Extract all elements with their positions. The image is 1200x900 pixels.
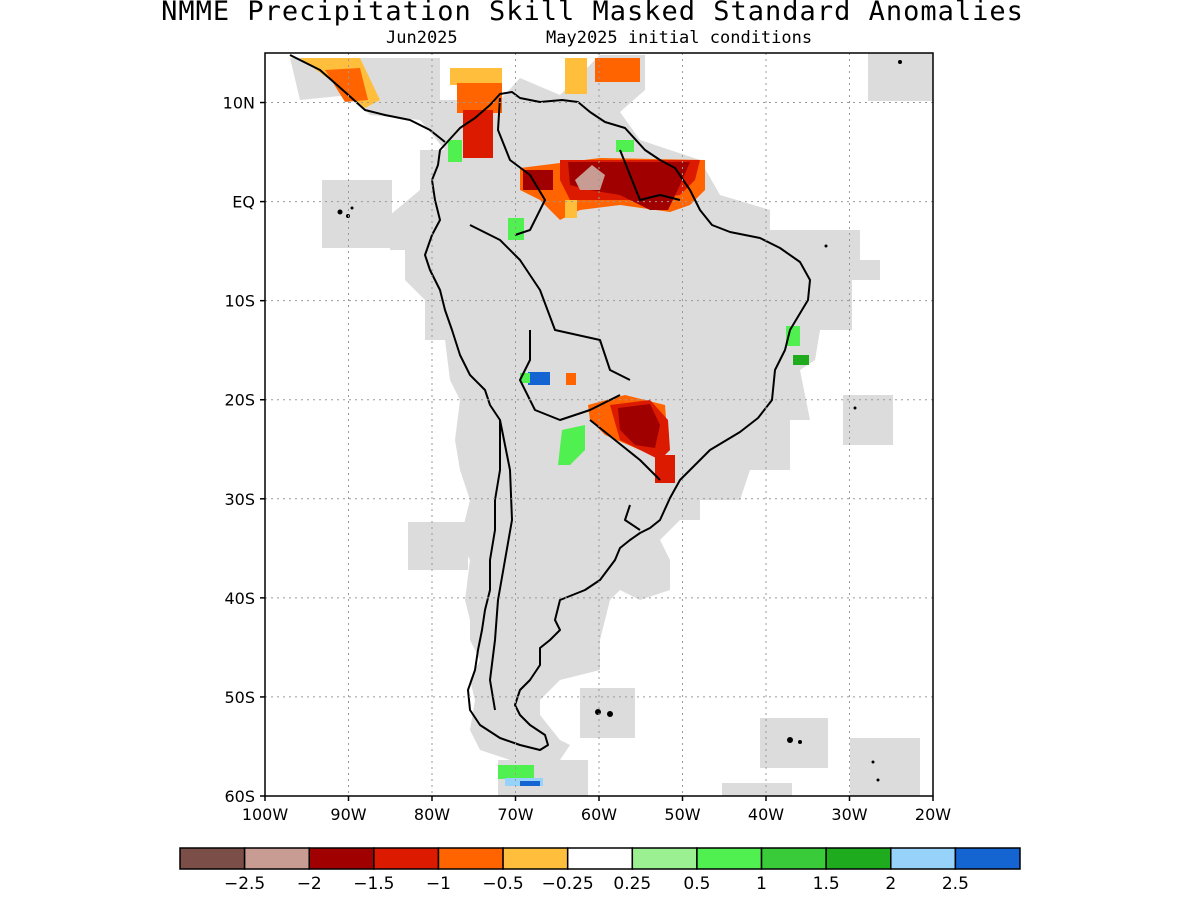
- axis-ticks: [260, 101, 934, 801]
- colorbar-label: 0.5: [683, 874, 710, 894]
- anomaly-drake-green: [498, 765, 534, 779]
- border-colombia-venezuela: [497, 97, 546, 236]
- border-rio-de-la-plata: [624, 504, 641, 531]
- border-bolivia: [519, 330, 621, 421]
- anomaly-caribbean-light: [450, 68, 502, 85]
- border-chile-argentina: [489, 419, 513, 711]
- central-america: [289, 54, 446, 143]
- colorbar-label: −1.5: [353, 874, 394, 894]
- anomaly-bolivia-blue: [528, 372, 550, 385]
- colorbar-label: −2.5: [224, 874, 265, 894]
- lon-tick-label: 80W: [414, 805, 450, 824]
- anomaly-venezuela-pink: [575, 165, 605, 190]
- colorbar-swatch: [760, 847, 827, 870]
- colorbar-swatch: [631, 847, 698, 870]
- colorbar-label: 2: [885, 874, 896, 894]
- lat-tick-label: 40S: [224, 589, 255, 608]
- colorbar-label: 0.25: [613, 874, 651, 894]
- anomaly-drake-blue: [520, 781, 540, 786]
- mask-south-pacific: [408, 522, 468, 570]
- colorbar-swatch: [502, 847, 569, 870]
- border-peru-brazil: [469, 224, 631, 381]
- colorbar-swatch: [437, 847, 504, 870]
- lon-tick-label: 100W: [242, 805, 289, 824]
- graticule: [265, 53, 933, 796]
- anomaly-argentina-green: [558, 425, 585, 465]
- anomaly-bolivia-green: [520, 373, 530, 383]
- lat-tick-label: 60S: [224, 787, 255, 806]
- anomaly-bolivia-orange: [566, 373, 576, 385]
- anomaly-paraguay-darkred: [618, 404, 660, 448]
- lon-tick-label: 20W: [915, 805, 951, 824]
- lon-tick-label: 90W: [330, 805, 366, 824]
- anomaly-band-tail: [565, 200, 577, 218]
- lat-tick-label: 20S: [224, 391, 255, 410]
- colorbar-swatch: [566, 847, 634, 870]
- mask-continent: [290, 55, 880, 760]
- colorbar-swatch: [825, 847, 892, 870]
- anomaly-colombia-green: [448, 140, 462, 162]
- lon-tick-label: 30W: [831, 805, 867, 824]
- colorbar-swatch: [954, 847, 1021, 870]
- anomaly-central-america-orange: [325, 68, 368, 102]
- lon-tick-label: 40W: [748, 805, 784, 824]
- colorbar: −2.5 −2 −1.5 −1 −0.5 −0.25 0.25 0.5 1 1.5 2 2.5: [179, 847, 1021, 894]
- colorbar-swatch: [890, 847, 957, 870]
- lat-tick-label: 10N: [223, 94, 255, 113]
- colorbar-swatch: [373, 847, 440, 870]
- mask-east-atlantic: [843, 395, 893, 445]
- lat-tick-label: 30S: [224, 490, 255, 509]
- lon-tick-label: 50W: [664, 805, 700, 824]
- anomaly-coast-green: [616, 140, 634, 152]
- lat-tick-label: 50S: [224, 688, 255, 707]
- mask-south-georgia: [760, 718, 828, 768]
- colorbar-swatch: [179, 847, 246, 870]
- mask-north-atlantic: [868, 53, 933, 101]
- colorbar-label: 1.5: [813, 874, 840, 894]
- forecast-month: Jun2025: [386, 28, 458, 48]
- anomaly-lesser-antilles: [565, 58, 587, 94]
- south-america-coast: [424, 91, 811, 751]
- colorbar-swatch: [696, 847, 763, 870]
- anomaly-colombia-red: [463, 110, 493, 158]
- lat-tick-label: 10S: [224, 292, 255, 311]
- lat-tick-label: EQ: [232, 193, 255, 212]
- lon-tick-label: 60W: [581, 805, 617, 824]
- initial-conditions: May2025 initial conditions: [546, 28, 813, 48]
- mask-far-south-atlantic: [850, 738, 920, 796]
- mask-south-edge: [722, 783, 792, 796]
- colorbar-label: −0.25: [542, 874, 594, 894]
- map-title: NMME Precipitation Skill Masked Standard…: [161, 0, 1024, 27]
- anomaly-caribbean-orange: [457, 83, 502, 113]
- colorbar-label: −1: [426, 874, 451, 894]
- skill-mask: [290, 53, 933, 796]
- lon-tick-label: 70W: [497, 805, 533, 824]
- coastlines: [289, 54, 811, 751]
- colorbar-label: −0.5: [482, 874, 523, 894]
- colorbar-label: −2: [297, 874, 322, 894]
- border-argentina-brazil: [589, 419, 661, 481]
- colorbar-label: 1: [756, 874, 767, 894]
- mask-pacific-block: [322, 180, 392, 248]
- anomaly-brazil-east-green2: [793, 355, 809, 365]
- anomaly-antilles-orange: [595, 58, 640, 82]
- colorbar-swatch: [308, 847, 375, 870]
- anomaly-brazil-south-red: [655, 455, 675, 483]
- colorbar-label: 2.5: [942, 874, 969, 894]
- islands: [337, 60, 902, 782]
- colorbar-swatch: [243, 847, 310, 870]
- border-guianas: [619, 149, 681, 201]
